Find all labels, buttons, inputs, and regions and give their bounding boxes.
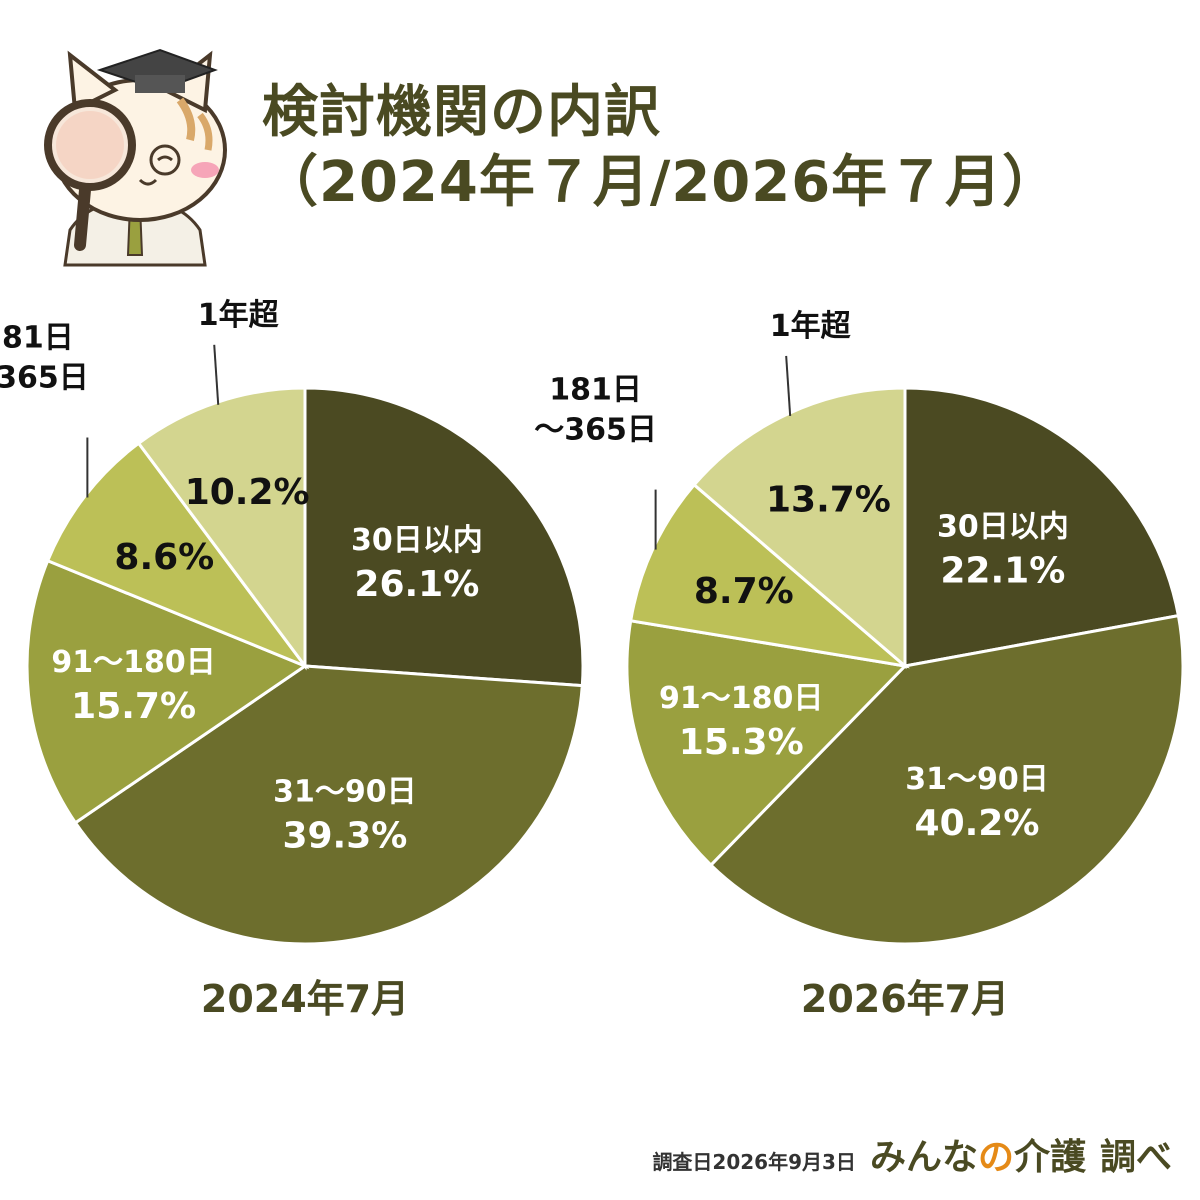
pie-slice — [625, 619, 909, 868]
brand-suffix: 調べ — [1099, 1137, 1172, 1178]
slice-category-label: 91〜180日 — [51, 645, 215, 680]
pie-slice — [45, 441, 310, 670]
slice-value-label: 8.7% — [694, 571, 794, 612]
slice-value-label: 26.1% — [354, 564, 479, 605]
brand-logo: みんなの介護 — [870, 1128, 1086, 1180]
pie-chart-1: 30日以内 26.1% 31〜90日 39.3% 91〜180日 15.7% 8.6% 181… — [0, 298, 585, 1021]
pie-slice — [628, 482, 911, 669]
pie-charts: 30日以内 26.1% 31〜90日 39.3% 91〜180日 15.7% 8.6% 181… — [0, 298, 1185, 1021]
slice-value-label: 8.6% — [114, 537, 214, 578]
brand-post: 介護 — [1013, 1137, 1086, 1178]
chart-caption: 2024年7月 — [201, 977, 409, 1021]
chart-caption: 2026年7月 — [801, 977, 1009, 1021]
slice-category-label: 30日以内 — [937, 509, 1069, 544]
slice-category-label: 91〜180日 — [659, 681, 823, 716]
brand-no: の — [977, 1137, 1014, 1178]
slice-category-label: 181日〜365日 — [0, 321, 89, 396]
slice-value-label: 22.1% — [940, 550, 1065, 591]
cat-mascot-icon — [44, 48, 227, 267]
leader-line — [213, 344, 220, 405]
slice-value-label: 39.3% — [282, 816, 407, 857]
slice-value-label: 10.2% — [185, 472, 310, 513]
slice-category-label: 1年超 — [770, 309, 852, 344]
pie-slice — [25, 558, 309, 825]
pie-chart-2: 30日以内 22.1% 31〜90日 40.2% 91〜180日 15.3% 8.7% 181… — [534, 309, 1185, 1021]
survey-date: 調査日2026年9月3日 — [652, 1150, 856, 1174]
brand-pre: みんな — [869, 1137, 978, 1178]
slice-category-label: 30日以内 — [351, 523, 483, 558]
slice-category-label: 31〜90日 — [905, 762, 1049, 797]
page-title: 検討機関の内訳 （2024年７月/2026年７月） — [262, 78, 1059, 218]
slice-value-label: 15.3% — [679, 722, 804, 763]
slice-value-label: 15.7% — [71, 686, 196, 727]
pie-slice — [708, 613, 1185, 946]
leader-line — [785, 355, 792, 416]
slice-category-label: 181日〜365日 — [534, 373, 657, 448]
pie-slice — [903, 386, 1181, 668]
footer: 調査日2026年9月3日 みんなの介護 調べ — [652, 1128, 1172, 1180]
slice-value-label: 40.2% — [915, 803, 1040, 844]
pie-slice — [73, 664, 584, 946]
pie-slice — [303, 386, 585, 688]
title-line-2: （2024年７月/2026年７月） — [262, 150, 1060, 215]
slice-value-label: 13.7% — [766, 479, 891, 520]
title-line-1: 検討機関の内訳 — [262, 80, 661, 145]
slice-category-label: 31〜90日 — [273, 775, 417, 810]
slice-category-label: 1年超 — [198, 298, 280, 333]
